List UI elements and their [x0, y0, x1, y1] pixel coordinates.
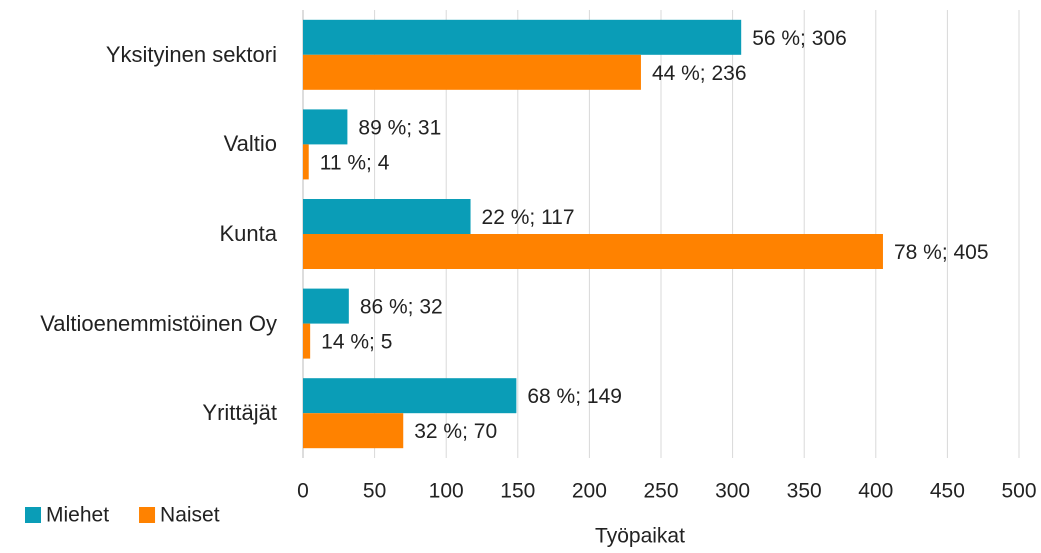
- bar: [303, 109, 348, 145]
- x-tick-label: 400: [858, 480, 893, 503]
- y-tick-label-text: Valtio: [223, 131, 277, 157]
- data-label: 11 %; 4: [320, 151, 390, 174]
- bar: [303, 199, 471, 234]
- bar: [303, 378, 517, 414]
- x-tick-label: 150: [500, 480, 535, 503]
- data-label: 89 %; 31: [358, 116, 441, 139]
- bar: [303, 234, 883, 269]
- bar: [303, 288, 349, 324]
- x-tick-label: 350: [787, 480, 822, 503]
- y-tick-label: Yrittäjät: [2, 396, 277, 430]
- data-label: 32 %; 70: [414, 420, 497, 443]
- bar: [303, 323, 311, 359]
- y-tick-label-text: Yksityinen sektori: [105, 41, 277, 67]
- x-tick-label: 0: [297, 480, 309, 503]
- x-tick-label: 450: [930, 480, 965, 503]
- data-label: 22 %; 117: [482, 206, 575, 229]
- data-label: 56 %; 306: [752, 27, 847, 50]
- x-tick-label: 500: [1001, 480, 1036, 503]
- x-tick-label: 250: [643, 480, 678, 503]
- data-label: 44 %; 236: [652, 62, 747, 85]
- bar: [303, 19, 742, 55]
- y-tick-label: Kunta: [2, 217, 278, 251]
- data-label: 78 %; 405: [894, 241, 989, 264]
- x-tick-label: 300: [715, 480, 750, 503]
- data-label: 14 %; 5: [321, 331, 392, 354]
- y-tick-label: Yksityinen sektori: [2, 38, 277, 72]
- x-tick-label: 100: [429, 480, 464, 503]
- y-tick-label-text: Valtioenemmistöinen Oy: [40, 310, 277, 336]
- x-tick-label: 200: [572, 480, 607, 503]
- x-tick-label: 50: [363, 480, 386, 503]
- bar: [303, 54, 641, 90]
- legend-label: Miehet: [46, 504, 109, 527]
- y-tick-label: Valtio: [2, 127, 277, 161]
- bar: [303, 413, 404, 449]
- legend-label: Naiset: [160, 504, 220, 527]
- y-tick-label: Valtioenemmistöinen Oy: [2, 307, 277, 341]
- legend-swatch: [139, 507, 156, 523]
- data-label: 68 %; 149: [527, 385, 622, 408]
- y-tick-label-text: Kunta: [219, 221, 278, 246]
- y-tick-label-text: Yrittäjät: [202, 400, 277, 426]
- data-label: 86 %; 32: [360, 296, 443, 319]
- legend-swatch: [25, 507, 41, 523]
- x-axis-title: Työpaikat: [595, 525, 685, 548]
- bar: [303, 144, 309, 180]
